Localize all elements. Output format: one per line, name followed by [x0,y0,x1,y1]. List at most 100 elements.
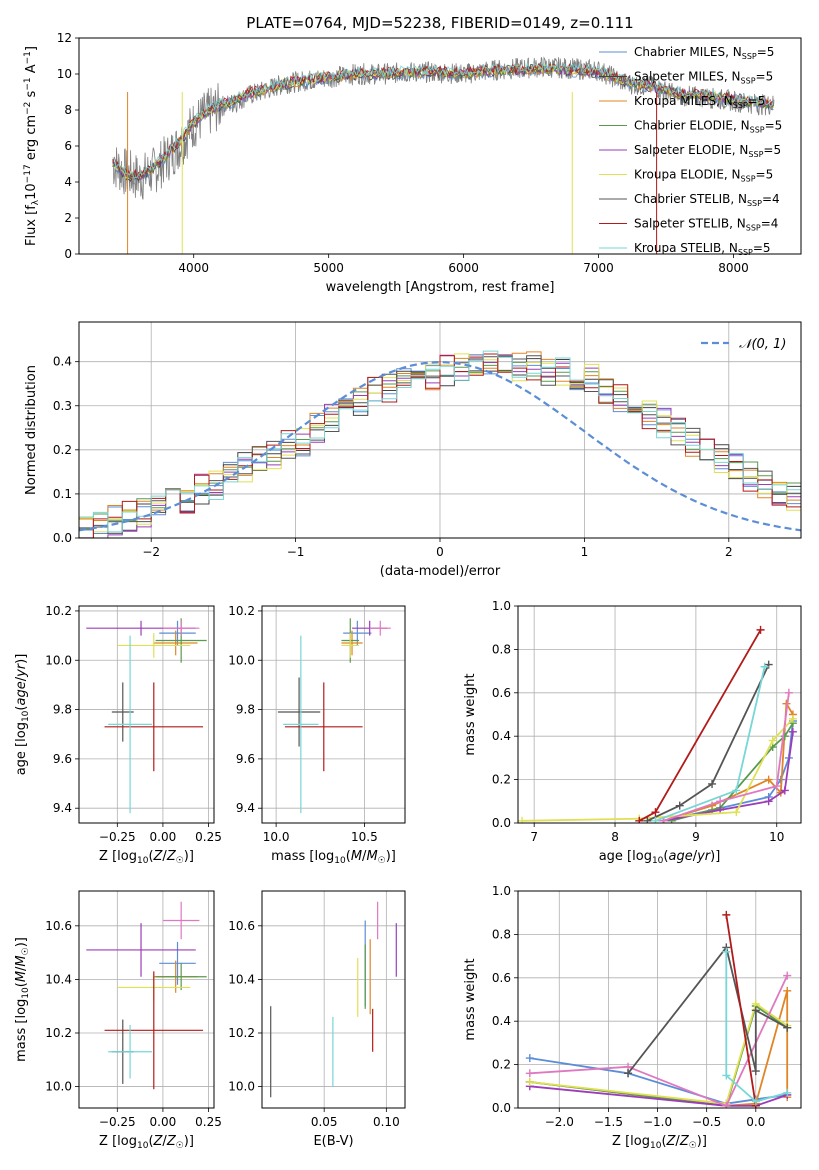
data-spectrum-line [112,56,775,200]
weight-marker [732,808,741,817]
tick-label-y: 0.0 [492,1101,511,1115]
weight-marker [784,688,793,697]
age_vs_Z-points [86,618,207,814]
tick-label-y: 12 [57,31,72,45]
weight-marker [783,986,792,995]
tick-label-y: 10.2 [45,604,72,618]
tick-label-x: −0.5 [692,1115,721,1129]
weight-series-line [655,666,766,822]
panel-spectrum: 4000 5000 6000 7000 8000 0 2 4 6 8 10 12 Chabrier MI… [23,31,802,295]
weight-marker [722,1101,731,1108]
tick-label-y: 10.6 [228,919,255,933]
tick-label-y: 0.4 [53,355,72,369]
weight-marker [783,971,792,980]
panel-mass_weight_vs_Z: −2.0 −1.5 −1.0 −0.5 0.0 0.0 0.2 0.4 0.6 0.8 1.0 Z [… [463,884,802,1151]
weight-marker [722,947,731,956]
x-axis-label: age [log10(age/yr)] [599,849,721,866]
weight-marker [764,775,773,784]
tick-label-x: −0.25 [99,1115,136,1129]
tick-label-x: 10 [769,830,784,844]
tick-label-x: 0.10 [373,1115,400,1129]
x-axis-label: Z [log10(Z/Z☉)] [99,1134,194,1151]
y-axis-label: age [log10(age/yr)] [14,654,31,776]
axes-frame [78,37,802,255]
tick-label-y: 4 [64,175,72,189]
tick-label-x: 1 [581,545,589,559]
axes-frame [261,890,406,1109]
panel-age_vs_mass: 10.0 10.5 9.4 9.6 9.8 10.0 10.2 mass [log10(M/M… [228,604,406,866]
weight-series-line [529,1002,788,1105]
tick-label-y: 9.8 [236,703,255,717]
weight-marker [716,797,725,806]
tick-label-x: 4000 [178,261,209,275]
tick-label-y: 10.4 [45,972,72,986]
axes-frame [78,605,215,824]
mass_vs_ebv-points [270,901,397,1098]
y-axis-label: mass weight [463,958,478,1040]
tick-label-y: 9.4 [236,801,255,815]
legend-entry: Chabrier STELIB, NSSP=4 [634,192,780,208]
x-axis-label: Z [log10(Z/Z☉)] [99,849,194,866]
weight-marker [651,808,660,817]
tick-label-x: 0.00 [150,830,177,844]
tick-label-y: 0.8 [492,927,511,941]
x-axis-label: mass [log10(M/M☉)] [271,849,396,866]
tick-label-y: 9.6 [53,752,72,766]
tick-label-y: 10.4 [228,972,255,986]
y-axis-label: Normed distribution [24,365,39,495]
axes-frame [261,605,406,824]
legend-entry: Salpeter MILES, NSSP=5 [634,70,773,86]
tick-label-x: −2 [142,545,160,559]
weight-marker [675,801,684,810]
weight-marker [651,816,660,823]
tick-label-y: 0.4 [492,729,511,743]
mass_weight_vs_age-series [518,625,797,823]
tick-label-x: 9 [692,830,700,844]
tick-label-y: 10.0 [228,653,255,667]
tick-label-y: 10.0 [45,1080,72,1094]
weight-marker [518,816,527,823]
tick-label-y: 10.2 [45,1026,72,1040]
tick-label-x: 7000 [583,261,614,275]
weight-series-line [725,951,788,1103]
x-axis-label: Z [log10(Z/Z☉)] [612,1134,707,1151]
weight-marker [722,1071,731,1080]
tick-label-x: 10.5 [351,830,378,844]
residual-histogram [79,350,801,533]
tick-label-y: 0.8 [492,642,511,656]
weight-marker [624,1069,633,1078]
weight-marker [751,1097,760,1106]
weight-marker [780,786,789,795]
y-axis-label: mass [log10(M/M☉)] [14,937,31,1062]
residual-histograms [79,350,801,538]
tick-label-x: 0.05 [311,1115,338,1129]
panel-mass_vs_ebv: 0.05 0.10 10.0 10.2 10.4 10.6 E(B-V) [228,890,406,1149]
tick-label-y: 0.4 [492,1014,511,1028]
panel-age_vs_Z: −0.25 0.00 0.25 9.4 9.6 9.8 10.0 10.2 Z [log10(Z… [14,604,222,866]
gaussian-curve [79,360,801,532]
tick-label-y: 9.4 [53,801,72,815]
tick-label-y: 9.8 [53,703,72,717]
weight-marker [751,1067,760,1076]
x-axis-label: wavelength [Angstrom, rest frame] [326,280,555,295]
panel-mass_vs_Z: −0.25 0.00 0.25 10.0 10.2 10.4 10.6 Z [log10(Z/… [14,890,222,1151]
legend-entry: 𝒩(0, 1) [739,337,786,352]
weight-marker [708,779,717,788]
y-axis-label: Flux [fλ10−17 erg cm−2 s−1 A−1] [23,46,41,246]
legend-entry: Kroupa STELIB, NSSP=5 [634,241,771,257]
tick-label-y: 10.2 [228,604,255,618]
legend-entry: Chabrier ELODIE, NSSP=5 [634,119,782,135]
weight-marker [764,797,773,806]
weight-marker [643,816,652,823]
weight-marker [788,727,797,736]
mass_vs_Z-points [86,901,207,1090]
tick-label-x: 8000 [718,261,749,275]
tick-label-x: 6000 [448,261,479,275]
tick-label-y: 8 [64,103,72,117]
age_vs_mass-points [277,618,391,814]
residual-histogram [79,353,801,538]
panel-residuals: −2 −1 0 1 2 0.0 0.1 0.2 0.3 0.4 𝒩(0, 1) (data-model… [24,321,802,579]
axes-frame [517,605,802,824]
legend-entry: Kroupa ELODIE, NSSP=5 [634,168,773,184]
